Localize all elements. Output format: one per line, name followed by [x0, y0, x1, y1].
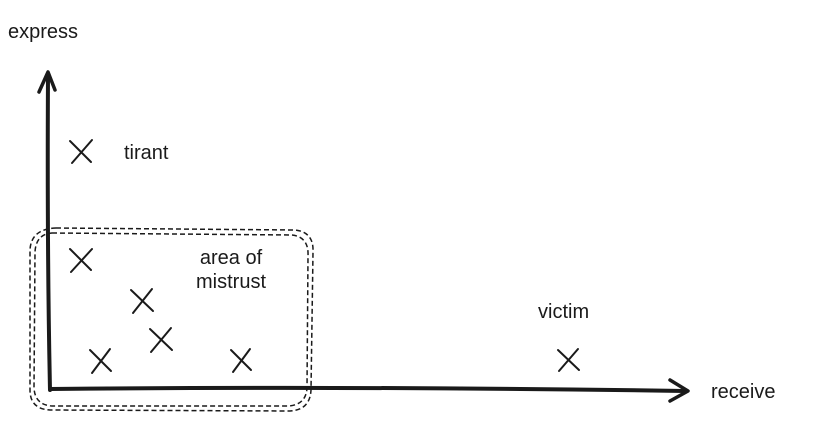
y-axis [37, 70, 57, 392]
y-axis-arrowhead [37, 70, 57, 94]
y-axis-line [45, 72, 52, 392]
mistrust-label-line2: mistrust [196, 271, 266, 293]
tirant-label: tirant [124, 142, 169, 164]
x-axis-line [48, 385, 687, 393]
marker-mistrust-point-3 [149, 327, 173, 353]
marker-tirant [69, 139, 93, 164]
mistrust-label-line1: area of [199, 247, 263, 269]
x-axis-arrowhead [668, 378, 690, 403]
marker-victim [557, 348, 580, 372]
marker-mistrust-point-1 [69, 248, 93, 273]
y-axis-label: express [8, 21, 79, 43]
x-axis-label: receive [711, 381, 776, 403]
marker-mistrust-point-5 [230, 348, 252, 373]
victim-label: victim [538, 301, 590, 323]
mistrust-region-label: area of mistrust [196, 246, 266, 294]
x-axis [48, 378, 690, 403]
mistrust-region-outline-inner [33, 232, 309, 407]
marker-mistrust-point-2 [130, 288, 154, 314]
mistrust-region-outline [29, 227, 314, 412]
marker-mistrust-point-4 [89, 348, 112, 374]
mistrust-region [29, 227, 314, 412]
